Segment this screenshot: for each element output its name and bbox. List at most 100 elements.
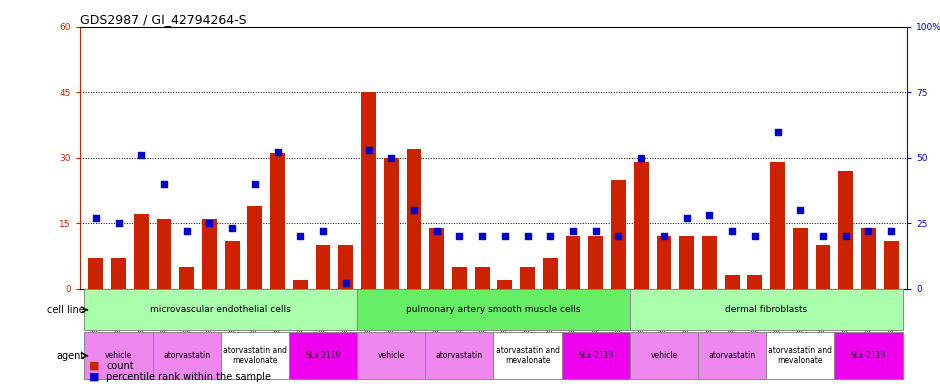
Point (133, 152, 149, 158)
Bar (157, 219, 171, 288)
Text: ■: ■ (89, 372, 100, 382)
Bar (588, 236, 603, 288)
Point (588, 228, 603, 234)
Text: atorvastatin: atorvastatin (436, 351, 483, 360)
Bar (152, 332, 221, 379)
Bar (85, 290, 357, 330)
Point (702, 212, 717, 218)
Bar (543, 258, 557, 288)
Point (156, 181, 171, 187)
Bar (656, 236, 671, 288)
Bar (630, 332, 698, 379)
Text: count: count (106, 361, 133, 371)
Bar (884, 241, 899, 288)
Bar (634, 162, 649, 288)
Bar (247, 206, 262, 288)
Bar (384, 158, 399, 288)
Text: SLx-2119: SLx-2119 (578, 351, 614, 360)
Bar (702, 236, 717, 288)
Text: SLx-2119: SLx-2119 (851, 351, 886, 360)
Bar (770, 162, 785, 288)
Point (180, 228, 195, 234)
Bar (566, 236, 580, 288)
Bar (835, 332, 902, 379)
Point (566, 228, 581, 234)
Point (747, 233, 762, 239)
Bar (202, 219, 217, 288)
Point (497, 233, 512, 239)
Point (634, 155, 649, 161)
Bar (725, 275, 740, 288)
Point (361, 147, 376, 153)
Point (202, 220, 217, 226)
Bar (289, 332, 357, 379)
Bar (225, 241, 240, 288)
Bar (793, 227, 807, 288)
Bar (407, 149, 421, 288)
Point (542, 233, 557, 239)
Point (111, 220, 126, 226)
Text: agent: agent (56, 351, 85, 361)
Bar (425, 332, 494, 379)
Bar (111, 258, 126, 288)
Text: SLx-2119: SLx-2119 (306, 351, 340, 360)
Text: atorvastatin and
mevalonate: atorvastatin and mevalonate (495, 346, 559, 365)
Point (838, 233, 854, 239)
Point (770, 129, 785, 135)
Bar (611, 180, 626, 288)
Text: vehicle: vehicle (378, 351, 405, 360)
Bar (475, 267, 490, 288)
Point (861, 228, 876, 234)
Text: percentile rank within the sample: percentile rank within the sample (106, 372, 272, 382)
Point (88, 215, 103, 221)
Point (247, 181, 262, 187)
Text: microvascular endothelial cells: microvascular endothelial cells (150, 305, 291, 314)
Bar (562, 332, 630, 379)
Bar (316, 245, 331, 288)
Bar (494, 332, 562, 379)
Bar (338, 245, 353, 288)
Bar (861, 227, 876, 288)
Point (679, 215, 694, 221)
Text: cell line: cell line (47, 305, 85, 315)
Text: ■: ■ (89, 361, 100, 371)
Point (430, 228, 445, 234)
Bar (88, 258, 103, 288)
Bar (221, 332, 289, 379)
Text: atorvastatin and
mevalonate: atorvastatin and mevalonate (223, 346, 287, 365)
Point (406, 207, 421, 213)
Point (225, 225, 240, 232)
Point (293, 233, 308, 239)
Bar (520, 267, 535, 288)
Point (792, 207, 807, 213)
Bar (747, 275, 762, 288)
Point (884, 228, 899, 234)
Bar (180, 267, 194, 288)
Text: atorvastatin: atorvastatin (709, 351, 756, 360)
Point (475, 233, 490, 239)
Bar (357, 290, 630, 330)
Bar (497, 280, 512, 288)
Bar (816, 245, 830, 288)
Text: GDS2987 / GI_42794264-S: GDS2987 / GI_42794264-S (80, 13, 246, 26)
Bar (357, 332, 425, 379)
Point (338, 280, 353, 286)
Text: atorvastatin: atorvastatin (164, 351, 211, 360)
Text: vehicle: vehicle (105, 351, 133, 360)
Point (816, 233, 831, 239)
Text: dermal fibroblasts: dermal fibroblasts (725, 305, 807, 314)
Bar (766, 332, 835, 379)
Bar (630, 290, 902, 330)
Point (384, 155, 399, 161)
Text: pulmonary artery smooth muscle cells: pulmonary artery smooth muscle cells (406, 305, 581, 314)
Point (520, 233, 535, 239)
Point (452, 233, 467, 239)
Bar (133, 214, 149, 288)
Bar (85, 332, 152, 379)
Point (725, 228, 740, 234)
Bar (270, 153, 285, 288)
Bar (838, 171, 854, 288)
Bar (361, 92, 376, 288)
Text: atorvastatin and
mevalonate: atorvastatin and mevalonate (768, 346, 832, 365)
Point (270, 149, 285, 156)
